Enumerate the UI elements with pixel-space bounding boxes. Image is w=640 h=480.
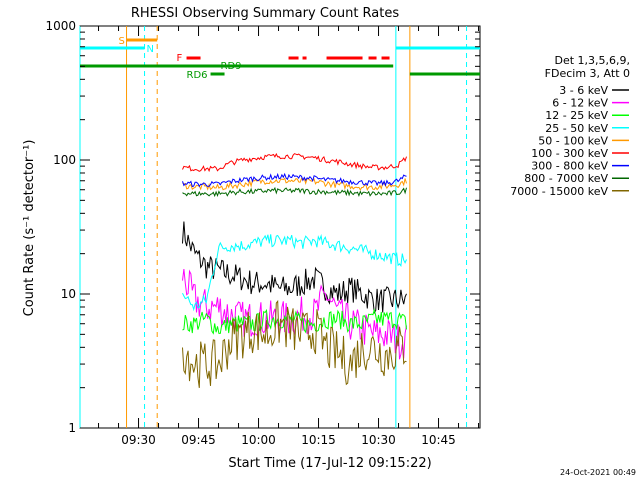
x-tick-label: 10:30 (361, 433, 396, 447)
legend-label: 300 - 800 keV (531, 160, 608, 173)
series-line-7 (182, 172, 407, 188)
y-axis-label: Count Rate (s⁻¹ detector⁻¹) (22, 140, 37, 317)
x-tick-label: 10:00 (241, 433, 276, 447)
flag-label-rd6: RD6 (187, 70, 208, 81)
timestamp: 24-Oct-2021 00:49 (560, 468, 636, 477)
x-tick-label: 09:45 (181, 433, 216, 447)
legend-label: 3 - 6 keV (559, 84, 608, 97)
series-layer (182, 152, 407, 388)
y-tick-label: 1000 (45, 19, 76, 33)
x-tick-label: 10:45 (421, 433, 456, 447)
chart-title: RHESSI Observing Summary Count Rates (131, 6, 400, 21)
legend-header-line-2: FDecim 3, Att 0 (545, 67, 630, 80)
series-line-5 (182, 177, 407, 192)
x-axis-label: Start Time (17-Jul-12 09:15:22) (228, 456, 431, 471)
flag-label-rd9: RD9 (221, 61, 242, 72)
legend-label: 25 - 50 keV (545, 122, 608, 135)
legend-label: 7000 - 15000 keV (510, 185, 608, 198)
legend-header-line-1: Det 1,3,5,6,9, (554, 54, 630, 67)
legend-label: 6 - 12 keV (552, 97, 608, 110)
flag-label-s: S (119, 36, 125, 47)
legend-label: 12 - 25 keV (545, 109, 608, 122)
legend: Det 1,3,5,6,9, FDecim 3, Att 0 3 - 6 keV… (510, 54, 630, 198)
y-tick-label: 1 (68, 421, 76, 435)
x-tick-label: 10:15 (301, 433, 336, 447)
x-tick-label: 09:30 (121, 433, 156, 447)
legend-label: 50 - 100 keV (538, 134, 608, 147)
legend-label: 800 - 7000 keV (524, 172, 608, 185)
flag-label-n: N (147, 44, 154, 55)
series-line-6 (182, 152, 407, 173)
series-line-8 (182, 186, 407, 198)
axes: 1 10 100 1000 09:30 09:45 10:00 10:15 10:30 10:45 (45, 19, 480, 447)
y-tick-label: 10 (61, 287, 76, 301)
legend-label: 100 - 300 keV (531, 147, 608, 160)
series-line-9 (182, 299, 407, 388)
flag-label-f: F (177, 53, 183, 64)
series-line-2 (182, 268, 407, 360)
series-line-1 (182, 221, 407, 314)
series-line-3 (182, 308, 407, 335)
observing-flags: S N F RD9 RD6 (79, 26, 480, 428)
y-tick-label: 100 (53, 153, 76, 167)
series-line-4 (182, 233, 407, 312)
